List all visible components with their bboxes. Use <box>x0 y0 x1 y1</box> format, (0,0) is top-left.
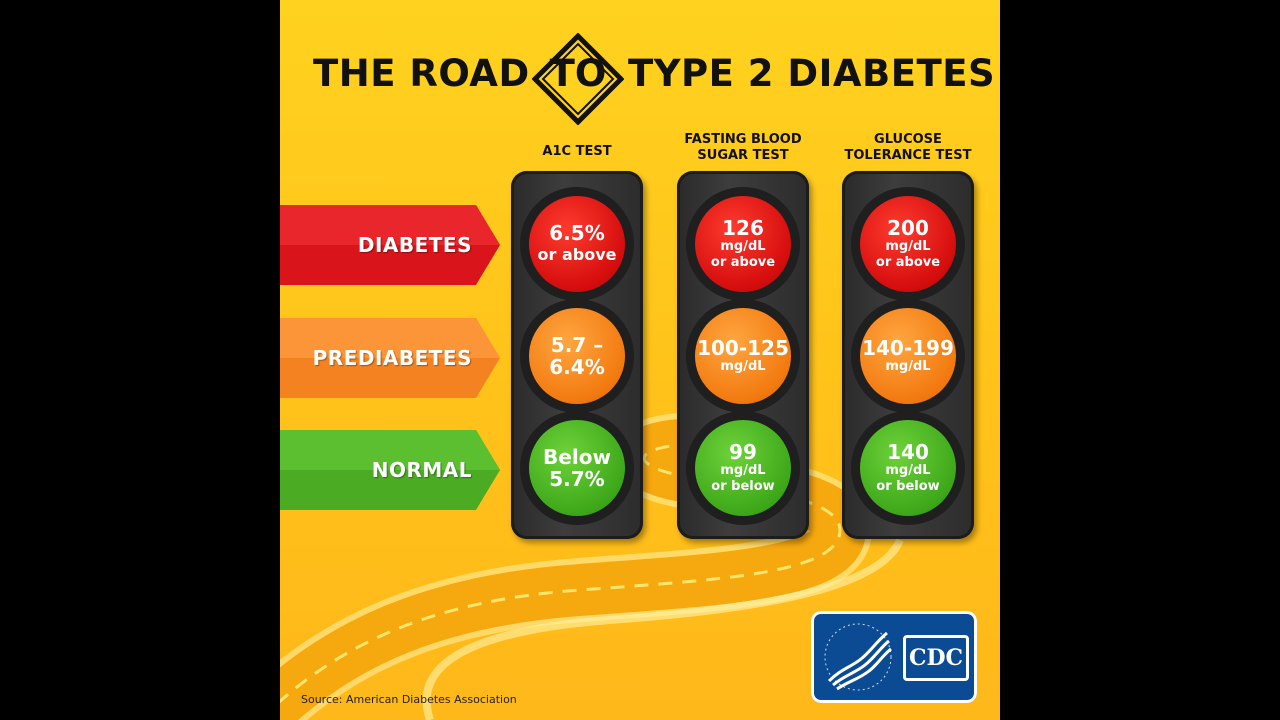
light-value: 100-125 <box>697 336 789 360</box>
light-value: 6.5% <box>549 221 605 245</box>
light-unit: mg/dL or below <box>711 463 775 494</box>
category-label-diabetes: DIABETES <box>357 233 472 257</box>
light-value: Below 5.7% <box>543 445 611 491</box>
source-credit: Source: American Diabetes Association <box>301 693 517 706</box>
light-value: 126 <box>722 216 764 240</box>
light-value: 5.7 – 6.4% <box>549 333 605 379</box>
light-a1c-green: Below 5.7% <box>529 420 625 516</box>
light-value: 99 <box>729 440 757 464</box>
arrow-shape-icon <box>280 430 500 510</box>
light-unit: or above <box>537 245 617 264</box>
column-heading-fasting: FASTING BLOOD SUGAR TEST <box>684 132 802 163</box>
category-label-normal: NORMAL <box>371 458 472 482</box>
winding-road-illustration <box>280 412 904 720</box>
light-fasting-red: 126 mg/dL or above <box>695 196 791 292</box>
infographic-poster: THE ROAD TO TYPE 2 DIABETES DIABETES PRE… <box>280 0 1000 720</box>
hhs-eagle-icon <box>824 623 892 691</box>
arrow-shape-icon <box>280 318 500 398</box>
road-sign-icon <box>532 33 624 125</box>
light-unit: mg/dL <box>720 359 766 374</box>
column-heading-a1c: A1C TEST <box>542 144 612 159</box>
light-glucose-green: 140 mg/dL or below <box>860 420 956 516</box>
category-arrow-diabetes: DIABETES <box>280 205 500 285</box>
arrow-shape-icon <box>280 205 500 285</box>
light-value: 200 <box>887 216 929 240</box>
light-unit: mg/dL or above <box>710 239 776 270</box>
light-value: 140-199 <box>862 336 954 360</box>
traffic-light-a1c: 6.5% or above 5.7 – 6.4% Below 5.7% <box>511 171 643 539</box>
traffic-light-fasting: 126 mg/dL or above 100-125 mg/dL 99 mg/d… <box>677 171 809 539</box>
cdc-wordmark: CDC <box>903 635 969 681</box>
light-unit: mg/dL <box>885 359 931 374</box>
hhs-cdc-logo: CDC <box>811 611 977 703</box>
title-type-2-diabetes: TYPE 2 DIABETES <box>628 52 996 95</box>
category-label-prediabetes: PREDIABETES <box>312 346 472 370</box>
traffic-light-glucose: 200 mg/dL or above 140-199 mg/dL 140 mg/… <box>842 171 974 539</box>
light-glucose-orange: 140-199 mg/dL <box>860 308 956 404</box>
light-unit: mg/dL or below <box>876 463 940 494</box>
light-fasting-green: 99 mg/dL or below <box>695 420 791 516</box>
light-unit: mg/dL or above <box>875 239 941 270</box>
title-to: TO <box>549 52 607 95</box>
light-a1c-red: 6.5% or above <box>529 196 625 292</box>
category-arrow-prediabetes: PREDIABETES <box>280 318 500 398</box>
light-value: 140 <box>887 440 929 464</box>
light-fasting-orange: 100-125 mg/dL <box>695 308 791 404</box>
light-a1c-orange: 5.7 – 6.4% <box>529 308 625 404</box>
column-heading-glucose: GLUCOSE TOLERANCE TEST <box>844 132 972 163</box>
title-the-road: THE ROAD <box>313 52 530 95</box>
light-glucose-red: 200 mg/dL or above <box>860 196 956 292</box>
category-arrow-normal: NORMAL <box>280 430 500 510</box>
